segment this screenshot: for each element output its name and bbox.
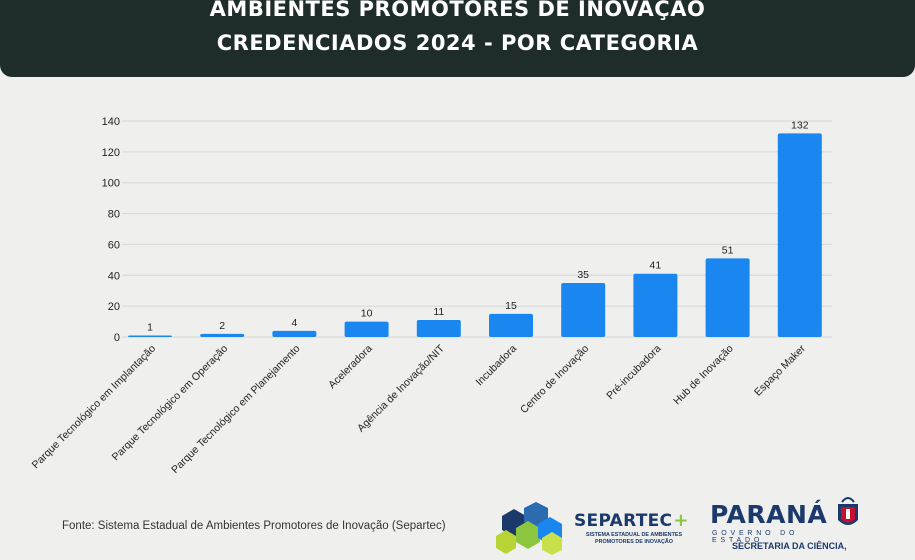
- parana-government-logo: PARANÁ GOVERNO DO ESTADO SECRETARIA DA C…: [706, 494, 876, 555]
- separtec-hexagon-icon: [496, 502, 562, 555]
- separtec-logo: SEPARTEC+ SISTEMA ESTADUAL DE AMBIENTES …: [494, 502, 694, 555]
- data-label: 11: [433, 306, 444, 318]
- y-tick-label: 0: [114, 332, 120, 344]
- bar: [344, 321, 389, 337]
- x-axis: Parque Tecnológico em ImplantaçãoParque …: [30, 342, 809, 476]
- x-tick-label: Pré-incubadora: [604, 343, 663, 402]
- data-label: 51: [722, 244, 734, 256]
- y-tick-label: 60: [108, 239, 120, 251]
- secretariat-label: SECRETARIA DA CIÊNCIA,: [732, 541, 847, 551]
- y-axis: 0 20 40 60 80 100 120 140: [102, 116, 120, 344]
- y-tick-label: 20: [108, 301, 120, 313]
- x-tick-label: Espaço Maker: [752, 342, 808, 398]
- data-label: 1: [147, 321, 153, 333]
- bar: [200, 333, 245, 337]
- bar: [561, 283, 606, 337]
- parana-coat-of-arms-icon: [838, 497, 858, 525]
- y-tick-label: 140: [102, 116, 120, 128]
- bar: [272, 330, 317, 337]
- separtec-subtitle: SISTEMA ESTADUAL DE AMBIENTES PROMOTORES…: [585, 532, 683, 545]
- bar: [633, 273, 678, 337]
- x-tick-label: Incubadora: [473, 343, 519, 389]
- separtec-wordmark: SEPARTEC+: [574, 510, 689, 531]
- bar: [128, 335, 172, 337]
- bar: [489, 313, 533, 337]
- parana-wordmark: PARANÁ: [710, 500, 828, 529]
- bar: [416, 320, 461, 337]
- data-label: 10: [361, 308, 373, 320]
- parana-government-label: GOVERNO DO ESTADO: [712, 530, 799, 544]
- y-tick-label: 40: [108, 270, 120, 282]
- data-label: 132: [791, 119, 809, 131]
- chart-title-line-2: CREDENCIADOS 2024 - POR CATEGORIA: [216, 31, 699, 55]
- x-tick-label: Parque Tecnológico em Implantação: [30, 343, 159, 472]
- x-tick-label: Centro de Inovação: [518, 343, 591, 416]
- x-tick-label: Aceleradora: [326, 343, 375, 392]
- bar-chart: 0 20 40 60 80 100 120 140 1 2 4 10 11 15 35 41 51 132 Pa…: [30, 116, 832, 476]
- data-label: 15: [505, 300, 517, 312]
- data-label: 35: [577, 269, 589, 281]
- x-tick-label: Hub de Inovação: [671, 343, 736, 408]
- x-tick-label: Parque Tecnológico em Planejamento: [169, 343, 303, 477]
- chart-title-banner: AMBIENTES PROMOTORES DE INOVAÇÃO CREDENC…: [0, 0, 915, 77]
- chart-title-line-1: AMBIENTES PROMOTORES DE INOVAÇÃO: [209, 0, 706, 21]
- y-tick-label: 120: [102, 147, 120, 159]
- bar-series: 1 2 4 10 11 15 35 41 51 132: [128, 119, 822, 337]
- source-note: Fonte: Sistema Estadual de Ambientes Pro…: [62, 520, 446, 532]
- y-tick-label: 80: [108, 209, 120, 221]
- data-label: 4: [291, 317, 297, 329]
- data-label: 2: [219, 320, 225, 332]
- y-tick-label: 100: [102, 178, 120, 190]
- bar: [705, 258, 750, 337]
- data-label: 41: [650, 260, 662, 272]
- x-tick-label: Parque Tecnológico em Operação: [110, 343, 231, 464]
- bar: [777, 133, 822, 337]
